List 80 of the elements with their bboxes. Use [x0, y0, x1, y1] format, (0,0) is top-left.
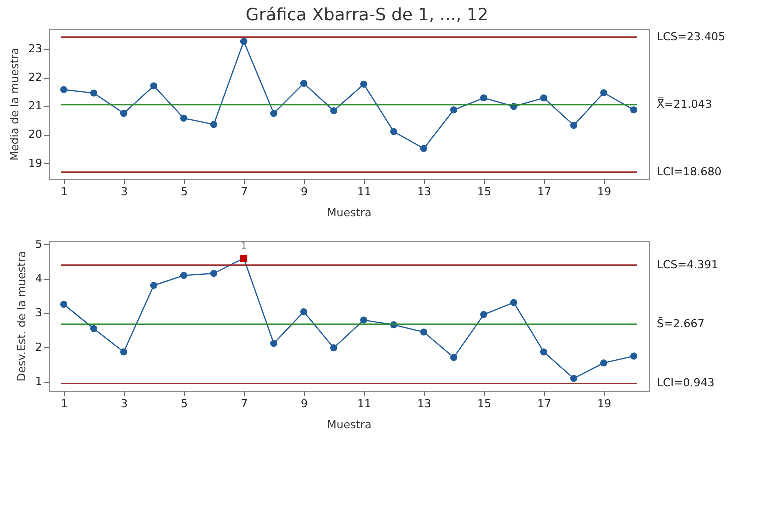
x-tick-label: 5	[181, 186, 188, 198]
point	[210, 270, 218, 278]
x-tick-label: 7	[241, 398, 248, 410]
point	[330, 344, 338, 352]
x-tick-label: 19	[598, 186, 612, 198]
point	[330, 107, 338, 115]
x-tick-label: 1	[61, 186, 68, 198]
ref-line-label: LCS=4.391	[657, 258, 718, 272]
x-tick-label: 19	[598, 398, 612, 410]
point	[600, 89, 608, 97]
point	[360, 316, 368, 324]
ref-line-label: LCS=23.405	[657, 30, 726, 44]
ref-line-label: LCI=0.943	[657, 376, 715, 390]
point	[180, 272, 188, 280]
point	[300, 80, 308, 88]
y-tick-label: 19	[28, 156, 42, 170]
y-tick-label: 2	[36, 340, 42, 354]
point	[90, 90, 98, 97]
point	[480, 311, 488, 318]
x-tick-label: 17	[538, 186, 552, 198]
point	[180, 114, 188, 122]
ref-line-label: S̄=2.667	[657, 316, 705, 331]
point	[570, 122, 578, 130]
x-tick-label: 1	[61, 398, 68, 410]
point	[630, 352, 638, 360]
point	[120, 348, 128, 356]
x-tick-label: 11	[358, 398, 372, 410]
point	[390, 128, 398, 136]
point	[540, 348, 548, 356]
x-tick-label: 7	[241, 186, 248, 198]
y-tick-label: 4	[36, 272, 42, 286]
point	[240, 254, 248, 262]
x-tick-label: 9	[301, 398, 308, 410]
x-axis-title: Muestra	[327, 418, 372, 432]
y-tick-label: 22	[28, 71, 42, 84]
ref-line-label: X̿=21.043	[657, 96, 712, 111]
y-tick-label: 1	[36, 375, 42, 388]
x-tick-label: 9	[301, 186, 308, 198]
ref-line-label: LCI=18.680	[657, 165, 722, 178]
x-tick-label: 3	[121, 186, 128, 198]
point	[150, 282, 158, 290]
y-tick-label: 23	[28, 42, 42, 56]
point	[120, 110, 128, 118]
y-axis-title: Desv.Est. de la muestra	[16, 251, 28, 382]
point	[150, 82, 158, 90]
annotation: 1	[240, 242, 248, 253]
point	[510, 299, 518, 306]
point	[570, 375, 578, 382]
point	[90, 325, 98, 332]
point	[420, 145, 428, 152]
point	[630, 106, 638, 114]
chart-title: Gráfica Xbarra-S de 1, ..., 12	[246, 6, 489, 26]
point	[60, 86, 68, 94]
x-axis-title: Muestra	[327, 206, 372, 220]
point	[360, 80, 368, 88]
x-tick-label: 5	[181, 398, 188, 410]
point	[210, 121, 218, 128]
x-tick-label: 3	[121, 398, 128, 410]
x-tick-label: 13	[418, 186, 432, 198]
y-tick-label: 21	[28, 100, 42, 113]
x-tick-label: 11	[358, 186, 372, 198]
x-tick-label: 15	[478, 398, 492, 410]
point	[450, 106, 458, 114]
y-axis-title: Media de la muestra	[8, 48, 22, 161]
point	[270, 110, 278, 118]
y-tick-label: 3	[36, 306, 42, 320]
y-tick-label: 5	[36, 238, 42, 251]
point	[300, 308, 308, 316]
x-tick-label: 15	[478, 186, 492, 198]
point	[450, 354, 458, 362]
x-tick-label: 13	[418, 398, 432, 410]
point	[60, 300, 68, 308]
point	[480, 94, 488, 102]
point	[240, 38, 248, 46]
y-tick-label: 20	[28, 128, 42, 142]
x-tick-label: 17	[538, 398, 552, 410]
point	[600, 360, 608, 367]
point	[540, 94, 548, 102]
point	[270, 340, 278, 348]
point	[420, 328, 428, 336]
